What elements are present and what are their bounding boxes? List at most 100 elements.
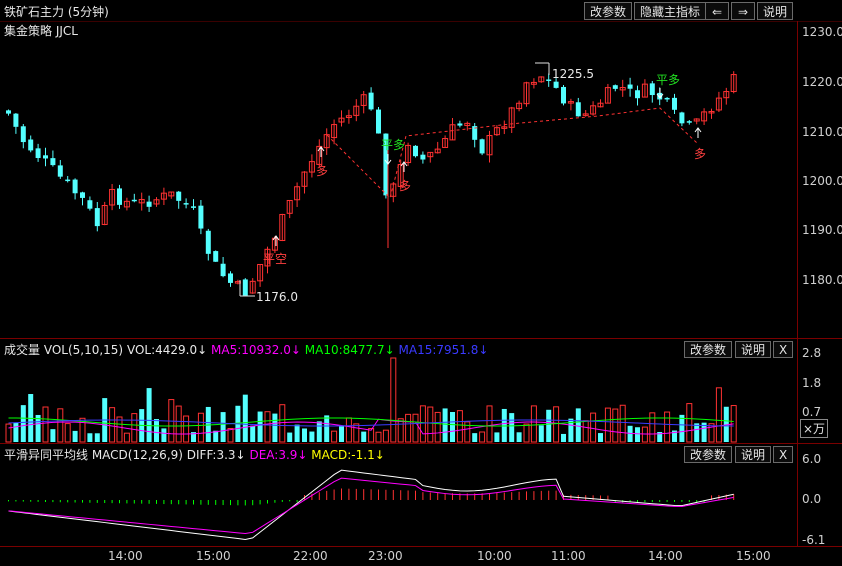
volume-bar-down xyxy=(257,411,263,442)
macd-diff-line xyxy=(8,469,734,540)
candle-body-down xyxy=(376,109,381,134)
candle-body-down xyxy=(664,97,670,100)
candle-body-down xyxy=(472,126,478,140)
candle-body-down xyxy=(457,123,463,126)
candle-body-down xyxy=(242,279,248,296)
candle-body-up xyxy=(353,105,360,116)
volume-bar-up xyxy=(353,423,360,443)
volume-bar-up xyxy=(604,407,611,443)
volume-bar-up xyxy=(686,403,693,443)
volume-panel-bottom-line xyxy=(0,443,842,444)
volume-indicator-title: 成交量 VOL(5,10,15) VOL:4429.0↓ MA5:10932.0… xyxy=(4,341,488,358)
candle-body-down xyxy=(679,112,685,124)
volume-bar-down xyxy=(154,419,159,442)
volume-bar-down xyxy=(87,433,93,442)
macd-help-button[interactable]: 说明 xyxy=(735,446,772,463)
volume-bar-up xyxy=(175,405,182,443)
candle-body-up xyxy=(405,144,412,164)
candle-body-up xyxy=(338,117,345,123)
volume-change-params-button[interactable]: 改参数 xyxy=(684,341,733,358)
macd-close-button[interactable]: X xyxy=(773,446,794,463)
volume-bar-down xyxy=(205,406,211,442)
volume-bar-up xyxy=(331,430,338,443)
candle-body-down xyxy=(686,121,692,123)
volume-bar-down xyxy=(339,426,344,442)
candle-body-down xyxy=(131,199,137,202)
candle-body-up xyxy=(397,163,404,187)
candle-body-up xyxy=(619,87,626,91)
volume-close-button[interactable]: X xyxy=(773,341,794,358)
volume-bar-down xyxy=(494,432,500,442)
candle-body-down xyxy=(57,165,63,177)
candle-body-down xyxy=(35,148,41,159)
candle-body-down xyxy=(383,133,389,196)
volume-bar-down xyxy=(324,415,330,442)
volume-bar-down xyxy=(250,425,256,442)
volume-bar-down xyxy=(509,413,515,442)
macd-change-params-button[interactable]: 改参数 xyxy=(684,446,733,463)
price-panel-bottom-line xyxy=(0,338,842,339)
candle-body-down xyxy=(80,192,85,198)
candle-body-up xyxy=(360,94,367,106)
signal-ping-duo-label: 平多 xyxy=(381,138,406,152)
candle-body-up xyxy=(427,151,434,158)
volume-bar-up xyxy=(641,426,648,443)
candle-body-up xyxy=(138,198,145,204)
hide-main-indicator-button[interactable]: 隐藏主指标 xyxy=(634,2,707,20)
volume-bar-down xyxy=(679,414,685,442)
candle-body-up xyxy=(693,118,700,122)
volume-bar-up xyxy=(649,412,656,443)
volume-bar-up xyxy=(419,405,426,443)
candle-body-up xyxy=(604,87,611,104)
macd-panel-bottom-line xyxy=(0,546,842,547)
signal-duo-label: 多 xyxy=(316,164,329,178)
scroll-left-button[interactable]: ⇐ xyxy=(705,2,729,20)
volume-bar-down xyxy=(94,433,100,442)
macd-dea-line xyxy=(8,477,734,535)
candle-body-up xyxy=(523,82,530,105)
candle-body-down xyxy=(87,200,93,209)
volume-bar-up xyxy=(227,428,234,443)
volume-bar-down xyxy=(191,432,196,442)
volume-value: VOL:4429.0↓ xyxy=(126,343,208,357)
volume-bar-up xyxy=(368,428,375,443)
title-bar-line xyxy=(0,21,842,22)
volume-bar-up xyxy=(57,408,64,443)
volume-help-button[interactable]: 说明 xyxy=(735,341,772,358)
candle-body-down xyxy=(20,126,26,143)
volume-bar-down xyxy=(72,430,78,442)
volume-bar-up xyxy=(530,405,537,443)
candle-body-up xyxy=(582,113,589,116)
arrow-up-icon xyxy=(694,127,702,138)
help-button[interactable]: 说明 xyxy=(757,2,794,20)
candle-body-up xyxy=(486,135,493,156)
volume-bar-up xyxy=(412,413,419,443)
volume-bar-down xyxy=(242,394,248,442)
macd-tick-label: 0.0 xyxy=(802,492,822,506)
candle-body-down xyxy=(553,81,559,88)
candle-body-up xyxy=(294,186,301,201)
arrow-up-icon xyxy=(400,161,408,172)
time-tick-label: 14:00 xyxy=(648,549,683,563)
candle-body-down xyxy=(72,179,78,194)
candle-body-up xyxy=(641,83,648,98)
scroll-right-button[interactable]: ⇒ xyxy=(731,2,755,20)
axis-separator-line xyxy=(797,21,798,546)
candle-body-up xyxy=(316,145,323,165)
candle-body-up xyxy=(434,148,441,154)
volume-bar-down xyxy=(272,413,278,442)
volume-title: 成交量 VOL(5,10,15) xyxy=(4,343,124,357)
macd-diff: DIFF:3.3↓ xyxy=(186,448,246,462)
window-title: 铁矿石主力 (5分钟) xyxy=(4,5,109,19)
change-params-button[interactable]: 改参数 xyxy=(584,2,633,20)
candle-body-up xyxy=(590,105,597,115)
volume-bar-up xyxy=(123,432,130,443)
macd-dea: DEA:3.9↓ xyxy=(249,448,308,462)
volume-bar-up xyxy=(345,417,352,443)
volume-bar-up xyxy=(590,412,597,443)
volume-bar-up xyxy=(116,416,123,443)
candle-body-up xyxy=(168,191,175,197)
candle-body-up xyxy=(730,74,737,93)
volume-bar-up xyxy=(183,415,190,443)
